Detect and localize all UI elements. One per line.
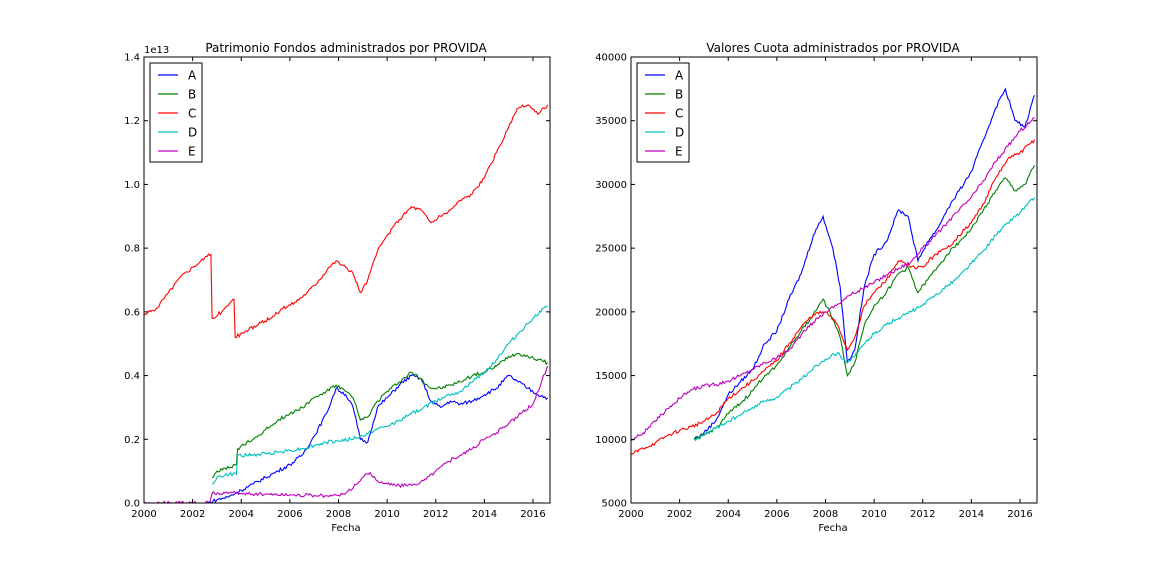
x-tick-label: 2008 [813, 509, 838, 520]
x-tick-label: 2000 [131, 509, 156, 520]
y-tick-label: 30000 [595, 180, 627, 191]
series-line-A [693, 87, 1036, 440]
y-tick-label: 1.2 [124, 116, 140, 127]
series-line-C [631, 139, 1036, 456]
x-axis-label: Fecha [331, 523, 360, 534]
y-offset-label: 1e13 [144, 45, 169, 56]
patrimonio-chart: Patrimonio Fondos administrados por PROV… [124, 41, 551, 534]
series-line-D [693, 196, 1036, 442]
legend-label-A: A [675, 69, 684, 83]
x-tick-label: 2010 [861, 509, 886, 520]
y-tick-label: 0.8 [124, 244, 140, 255]
x-tick-label: 2000 [618, 509, 643, 520]
legend-label-B: B [675, 88, 683, 102]
x-tick-label: 2016 [520, 509, 545, 520]
legend-label-E: E [188, 145, 196, 159]
x-tick-label: 2010 [374, 509, 399, 520]
x-tick-label: 2004 [716, 509, 741, 520]
legend-label-D: D [675, 126, 684, 140]
x-tick-label: 2014 [472, 509, 497, 520]
valores-cuota-chart: Valores Cuota administrados por PROVIDA … [595, 41, 1038, 534]
x-tick-label: 2014 [959, 509, 984, 520]
legend-label-D: D [188, 126, 197, 140]
chart-title: Valores Cuota administrados por PROVIDA [706, 41, 960, 55]
x-tick-label: 2004 [229, 509, 254, 520]
y-tick-label: 0.6 [124, 307, 140, 318]
legend-label-E: E [675, 145, 683, 159]
x-tick-label: 2002 [180, 509, 205, 520]
y-tick-label: 0.4 [124, 371, 140, 382]
series-line-D [211, 305, 549, 485]
chart-title: Patrimonio Fondos administrados por PROV… [205, 41, 487, 55]
series-line-A [206, 374, 548, 503]
y-tick-label: 25000 [595, 244, 627, 255]
legend-label-C: C [675, 107, 683, 121]
x-tick-label: 2002 [667, 509, 692, 520]
y-tick-label: 10000 [595, 435, 627, 446]
plot-frame [143, 56, 551, 504]
legend-label-C: C [188, 107, 196, 121]
plot-area: 2000 2002 2004 2006 2008 2010 2012 2014 2016 5000… [595, 53, 1038, 520]
series-line-E [631, 117, 1035, 442]
series-line-B [693, 165, 1036, 440]
legend-label-A: A [188, 69, 197, 83]
x-tick-label: 2016 [1007, 509, 1032, 520]
y-tick-label: 1.0 [124, 180, 140, 191]
series-line-C [144, 104, 549, 339]
y-tick-label: 1.4 [124, 53, 140, 64]
y-tick-label: 5000 [602, 499, 627, 510]
plot-area: 2000 2002 2004 2006 2008 2010 2012 2014 2016 0.0 0… [124, 53, 551, 520]
x-tick-label: 2012 [423, 509, 448, 520]
legend-label-B: B [188, 88, 196, 102]
y-tick-label: 40000 [595, 53, 627, 64]
x-axis-label: Fecha [818, 523, 847, 534]
y-tick-label: 20000 [595, 307, 627, 318]
x-tick-label: 2012 [910, 509, 935, 520]
series-line-E [144, 365, 549, 503]
y-tick-label: 0.0 [124, 499, 140, 510]
x-tick-label: 2006 [277, 509, 302, 520]
y-tick-label: 0.2 [124, 435, 140, 446]
y-tick-label: 15000 [595, 371, 627, 382]
y-tick-label: 35000 [595, 116, 627, 127]
plot-frame [630, 56, 1038, 504]
x-tick-label: 2006 [764, 509, 789, 520]
series-line-B [212, 352, 548, 479]
x-tick-label: 2008 [326, 509, 351, 520]
